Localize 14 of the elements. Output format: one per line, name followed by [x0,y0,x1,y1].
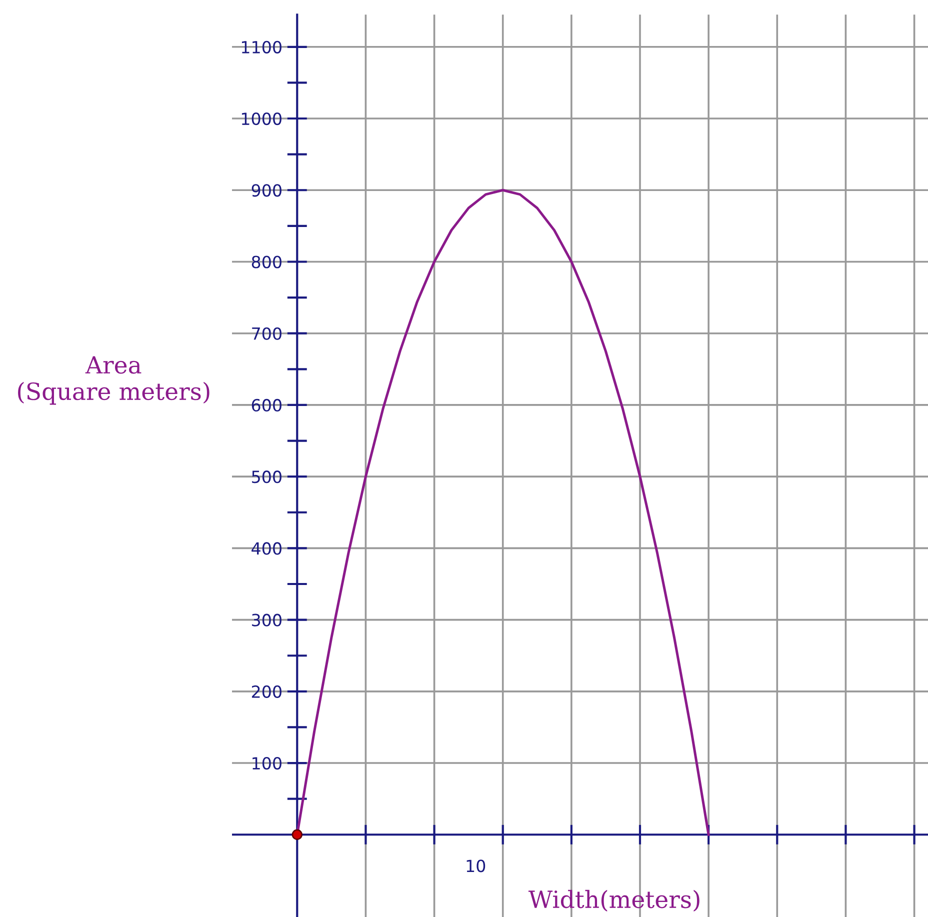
y-tick-label: 700 [252,327,282,340]
y-tick-label: 1100 [242,40,282,54]
y-tick-label: 400 [252,542,282,555]
x-axis-title: Width(meters) [528,890,700,912]
y-tick-label: 800 [252,256,282,268]
y-tick-label: 500 [252,470,282,484]
y-tick-label: 1000 [242,112,282,126]
y-tick-label: 200 [252,685,282,698]
y-tick-label: 300 [252,614,282,626]
y-tick-label: 100 [252,756,282,770]
y-axis-title: Area (Square meters) [18,356,210,405]
annotation: 10 [466,860,486,872]
y-tick-label: 900 [252,184,282,197]
y-tick-label: 600 [252,398,282,412]
